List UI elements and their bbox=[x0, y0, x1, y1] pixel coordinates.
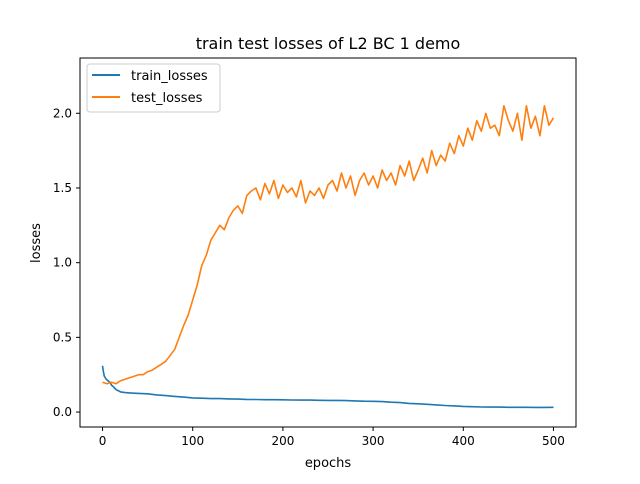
x-tick-label: 500 bbox=[542, 434, 565, 448]
y-tick-label: 1.5 bbox=[53, 181, 72, 195]
x-tick-label: 400 bbox=[452, 434, 475, 448]
plot-frame bbox=[79, 57, 577, 428]
legend-label-train-losses: train_losses bbox=[131, 69, 208, 84]
x-tick-label: 300 bbox=[362, 434, 385, 448]
y-tick-label: 0.5 bbox=[53, 330, 72, 344]
x-tick-label: 0 bbox=[99, 434, 107, 448]
axes-layer: 0 100 200 300 400 500 0.0 0.5 1.0 1.5 2.0 bbox=[53, 106, 565, 448]
series-line-test-losses bbox=[102, 105, 555, 385]
x-axis-label: epochs bbox=[305, 456, 352, 471]
y-tick-label: 1.0 bbox=[53, 256, 72, 270]
y-tick-label: 2.0 bbox=[53, 106, 72, 120]
x-tick-label: 200 bbox=[271, 434, 294, 448]
x-tick-label: 100 bbox=[181, 434, 204, 448]
y-axis-label: losses bbox=[29, 223, 44, 263]
series-line-train-losses bbox=[101, 365, 554, 409]
legend-box bbox=[86, 63, 221, 113]
legend-label-test-losses: test_losses bbox=[131, 91, 203, 106]
legend: train_losses test_losses bbox=[86, 63, 221, 113]
y-tick-label: 0.0 bbox=[53, 405, 72, 419]
series-layer bbox=[101, 105, 555, 409]
chart-title: train test losses of L2 BC 1 demo bbox=[196, 34, 461, 53]
